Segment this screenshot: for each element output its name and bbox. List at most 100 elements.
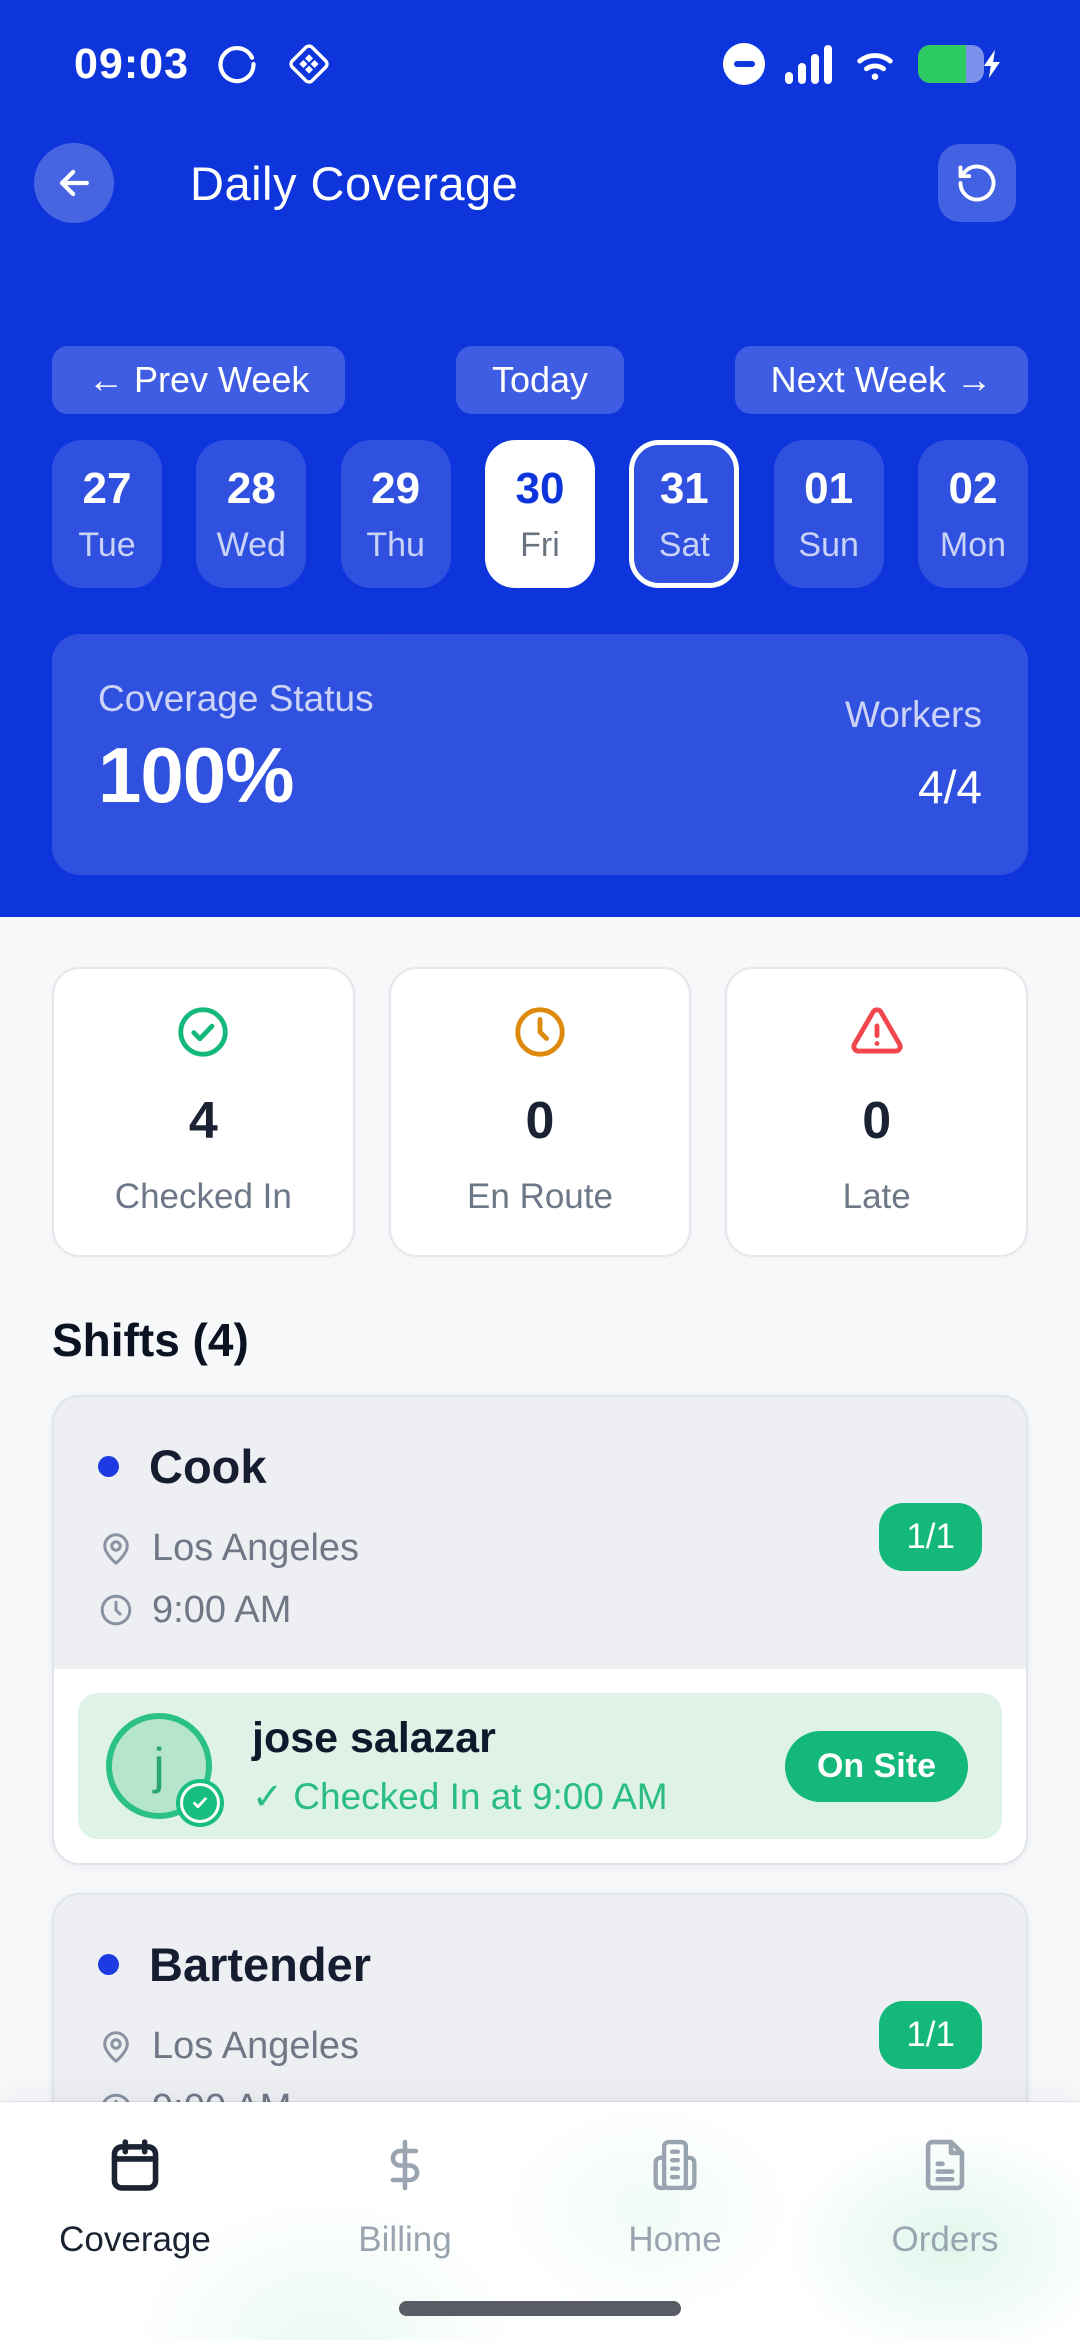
date-number: 31: [659, 463, 709, 513]
do-not-disturb-icon: [723, 43, 765, 85]
calendar-icon: [106, 2136, 164, 2194]
nav-item-home[interactable]: Home: [540, 2136, 810, 2260]
stat-card-en-route: 0 En Route: [388, 967, 692, 1257]
week-navigation: ← Prev Week Today Next Week →: [0, 346, 1080, 414]
shift-list: Cook 1/1 Los Angeles 9:00 AM j jose salazar ✓ …: [0, 1395, 1080, 2170]
stats-row: 4 Checked In 0 En Route 0 Late: [52, 967, 1029, 1257]
battery-body: [918, 45, 984, 83]
nav-item-coverage[interactable]: Coverage: [0, 2136, 270, 2260]
date-chip-mon-02[interactable]: 02 Mon: [917, 440, 1028, 588]
workers-label: Workers: [844, 694, 982, 735]
home-indicator[interactable]: [399, 2301, 681, 2316]
date-number: 02: [948, 463, 998, 513]
lightning-bolt-icon: [976, 46, 1010, 82]
arrow-left-icon: [52, 161, 96, 205]
coverage-right: Workers 4/4: [845, 678, 982, 821]
worker-avatar: j: [106, 1713, 220, 1824]
today-button[interactable]: Today: [455, 346, 625, 414]
spinner-icon: [215, 42, 259, 86]
check-circle-icon: [174, 1003, 232, 1061]
coverage-status-label: Coverage Status: [98, 678, 374, 719]
date-chip-fri-30[interactable]: 30 Fri: [484, 440, 595, 588]
stat-card-late: 0 Late: [725, 967, 1029, 1257]
battery-fill: [918, 45, 966, 83]
shift-dot-icon: [98, 1456, 119, 1477]
worker-row[interactable]: j jose salazar ✓ Checked In at 9:00 AM On S…: [78, 1693, 1002, 1840]
building-icon: [646, 2136, 704, 2194]
shift-title-row: Bartender: [98, 1937, 982, 1992]
date-weekday: Thu: [366, 525, 425, 564]
stat-value: 0: [862, 1092, 892, 1150]
date-number: 29: [371, 463, 421, 513]
shift-time: 9:00 AM: [152, 1588, 292, 1631]
hero-section: 09:03: [0, 0, 1080, 917]
bottom-nav: Coverage Billing Home Orders: [0, 2102, 1080, 2340]
map-pin-icon: [98, 2029, 134, 2065]
shift-meta: Los Angeles 9:00 AM: [98, 1526, 982, 1633]
nav-label: Home: [628, 2220, 722, 2259]
date-strip: 27 Tue 28 Wed 29 Thu 30 Fri 31 Sat 01 Sun 02 Mon: [0, 440, 1080, 588]
battery-charging-icon: [918, 43, 1010, 85]
date-chip-sat-31[interactable]: 31 Sat: [629, 440, 740, 588]
stat-label: Late: [842, 1177, 911, 1216]
date-chip-thu-29[interactable]: 29 Thu: [340, 440, 451, 588]
date-chip-wed-28[interactable]: 28 Wed: [196, 440, 307, 588]
file-text-icon: [916, 2136, 974, 2194]
date-number: 28: [226, 463, 276, 513]
stat-value: 4: [188, 1092, 218, 1150]
shifts-heading: Shifts (4): [52, 1314, 249, 1366]
nav-label: Coverage: [59, 2220, 211, 2259]
stat-label: En Route: [467, 1177, 613, 1216]
status-bar-left: 09:03: [74, 40, 333, 89]
coverage-left: Coverage Status 100%: [98, 678, 374, 821]
on-site-badge: On Site: [784, 1730, 968, 1802]
nav-item-billing[interactable]: Billing: [270, 2136, 540, 2260]
back-button[interactable]: [34, 143, 114, 223]
shift-header[interactable]: Cook 1/1 Los Angeles 9:00 AM: [54, 1397, 1026, 1670]
date-chip-tue-27[interactable]: 27 Tue: [52, 440, 162, 588]
next-week-button[interactable]: Next Week →: [734, 346, 1028, 414]
date-weekday: Sun: [798, 525, 859, 564]
dnd-minus-bar: [733, 61, 755, 67]
shift-location-row: Los Angeles: [98, 2024, 982, 2070]
workers-value: 4/4: [918, 761, 982, 813]
shift-card-cook[interactable]: Cook 1/1 Los Angeles 9:00 AM j jose salazar ✓ …: [52, 1395, 1028, 1866]
worker-checkin-status: ✓ Checked In at 9:00 AM: [252, 1776, 668, 1818]
stat-label: Checked In: [114, 1177, 292, 1216]
worker-section: j jose salazar ✓ Checked In at 9:00 AM On S…: [54, 1669, 1026, 1864]
date-weekday: Fri: [520, 525, 560, 564]
clock-icon: [511, 1003, 569, 1061]
shift-dot-icon: [98, 1954, 119, 1976]
page-title: Daily Coverage: [190, 156, 519, 210]
clock-icon: [98, 1592, 134, 1628]
prev-week-button[interactable]: ← Prev Week: [52, 346, 346, 414]
date-weekday: Mon: [939, 525, 1007, 564]
stat-card-checked-in: 4 Checked In: [52, 967, 355, 1257]
date-weekday: Tue: [78, 525, 136, 564]
status-time: 09:03: [74, 39, 189, 88]
shift-title: Bartender: [149, 1938, 372, 1992]
worker-name: jose salazar: [252, 1714, 496, 1763]
signal-strength-icon: [785, 44, 832, 84]
date-number: 27: [82, 463, 132, 513]
checked-in-badge-icon: [180, 1783, 220, 1824]
shift-count-badge: 1/1: [879, 1503, 982, 1571]
status-bar-right: [723, 41, 1010, 87]
shift-location: Los Angeles: [152, 1527, 360, 1569]
date-number: 01: [804, 463, 854, 513]
refresh-icon: [955, 161, 999, 205]
nav-label: Billing: [358, 2220, 452, 2259]
date-chip-sun-01[interactable]: 01 Sun: [773, 440, 884, 588]
nav-item-orders[interactable]: Orders: [810, 2136, 1080, 2260]
date-weekday: Wed: [216, 525, 286, 564]
status-bar: 09:03: [0, 0, 1080, 116]
check-icon: [190, 1793, 210, 1813]
date-weekday: Sat: [658, 525, 710, 564]
date-number: 30: [515, 463, 565, 513]
coverage-status-card: Coverage Status 100% Workers 4/4: [52, 634, 1028, 875]
refresh-button[interactable]: [938, 144, 1016, 222]
shift-time-row: 9:00 AM: [98, 1588, 982, 1634]
app-header: Daily Coverage: [0, 140, 1080, 226]
nav-label: Orders: [891, 2220, 999, 2259]
